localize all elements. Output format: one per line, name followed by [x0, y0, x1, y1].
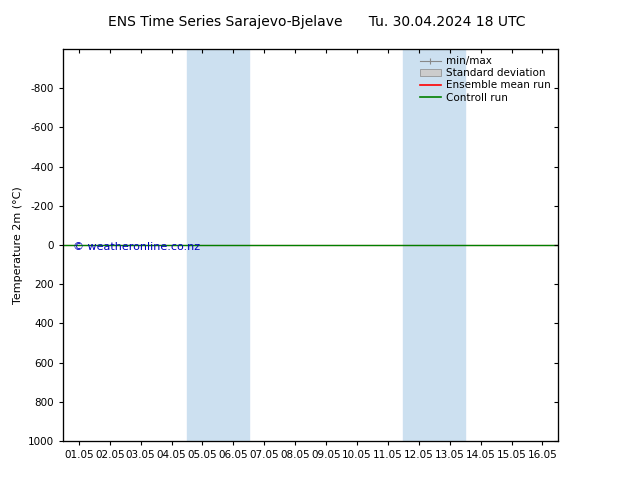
Y-axis label: Temperature 2m (°C): Temperature 2m (°C)	[13, 186, 23, 304]
Text: © weatheronline.co.nz: © weatheronline.co.nz	[74, 242, 200, 252]
Text: ENS Time Series Sarajevo-Bjelave      Tu. 30.04.2024 18 UTC: ENS Time Series Sarajevo-Bjelave Tu. 30.…	[108, 15, 526, 29]
Bar	[187, 49, 249, 441]
Bar	[403, 49, 465, 441]
Legend: min/max, Standard deviation, Ensemble mean run, Controll run: min/max, Standard deviation, Ensemble me…	[418, 54, 553, 105]
